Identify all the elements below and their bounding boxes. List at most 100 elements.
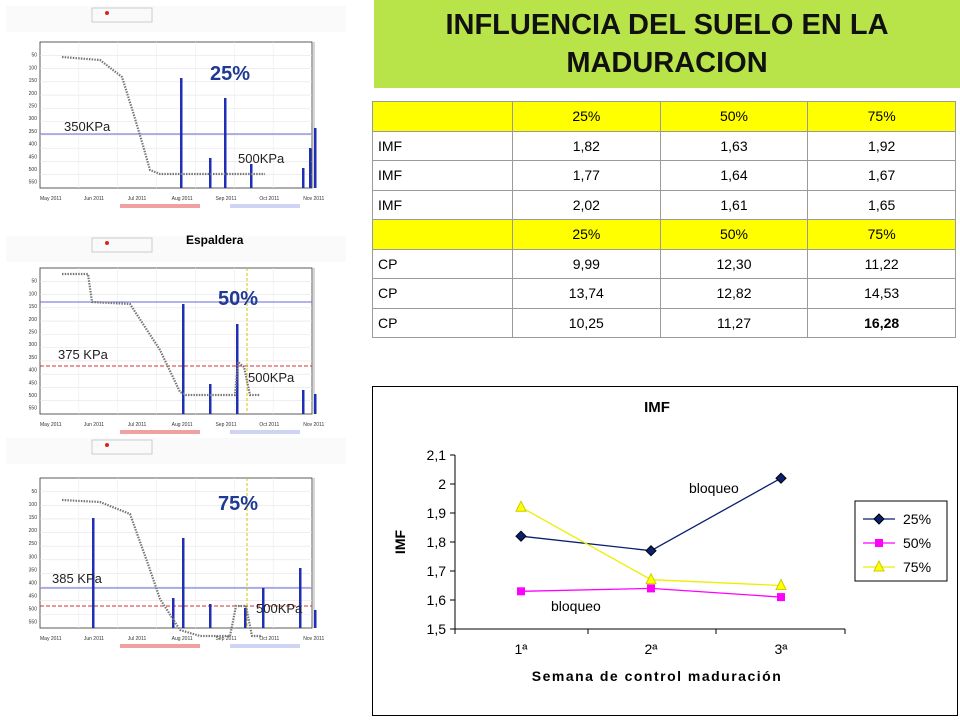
panel-footer-note (230, 430, 300, 434)
legend-label: 50% (903, 535, 931, 551)
legend-label: 75% (903, 559, 931, 575)
panel-header-legend (91, 439, 153, 455)
panel-month-label: May 2011 (40, 422, 62, 428)
panel-tension-curve (61, 498, 262, 638)
panel-tick-label: 200 (29, 317, 38, 323)
data-table: 25% 50% 75% IMF 1,82 1,63 1,92 IMF 1,77 … (372, 101, 956, 338)
panel-tick-label: 150 (29, 304, 38, 310)
panel-month-label: Sep 2011 (215, 196, 236, 202)
table-cell: 1,64 (659, 160, 809, 191)
table-cell: 1,65 (807, 189, 956, 220)
data-point-triangle (515, 500, 527, 512)
panel-right-kpa-label: 500KPa (238, 151, 285, 166)
table-row: CP 13,74 12,82 14,53 (372, 278, 956, 309)
tensiometer-panel-2: 50 100 150 200 250 300 350 400 450 500 550 May 2011… (6, 236, 346, 434)
panel-tick-label: 200 (29, 91, 38, 97)
legend-marker (875, 539, 883, 547)
annotation-label: bloqueo (689, 480, 739, 496)
panel-tick-label: 50 (31, 279, 37, 285)
y-tick-label: 1,9 (427, 505, 447, 521)
panel-header-dot (105, 241, 109, 245)
panel-footer-note (120, 644, 200, 648)
panel-rain-bar (302, 168, 305, 188)
panel-tick-label: 250 (29, 103, 38, 109)
panel-month-label: Sep 2011 (215, 636, 236, 642)
table-cell: 12,30 (659, 248, 809, 279)
table-cell: 1,67 (807, 160, 956, 191)
table-row: IMF 1,82 1,63 1,92 (372, 130, 956, 161)
legend-label: 25% (903, 511, 931, 527)
y-tick-label: 1,7 (427, 563, 447, 579)
panel-tick-label: 350 (29, 567, 38, 573)
panel-tick-label: 300 (29, 116, 38, 122)
table-cell: 11,22 (807, 248, 956, 279)
table-cell (372, 219, 513, 250)
panel-rain-bar (299, 568, 302, 628)
panel-month-label: Oct 2011 (259, 422, 279, 428)
panel-tick-label: 400 (29, 368, 38, 374)
panel-left-kpa-label: 350KPa (64, 119, 111, 134)
panel-tick-label: 450 (29, 154, 38, 160)
legend-marker (873, 559, 885, 572)
y-tick-label: 1,6 (427, 592, 447, 608)
table-cell: CP (372, 307, 513, 338)
data-point-diamond (645, 544, 657, 557)
x-tick-label: 1ª (515, 641, 529, 657)
panel-month-label: Jul 2011 (128, 636, 147, 642)
panel-tick-label: 100 (29, 502, 38, 508)
table-cell: 25% (512, 101, 661, 132)
panel-month-label: Jun 2011 (84, 636, 104, 642)
panel-rain-bar (209, 158, 212, 188)
panel-rain-bar (314, 128, 317, 188)
title-banner: INFLUENCIA DEL SUELO EN LA MADURACION (374, 0, 960, 88)
panel-tick-label: 450 (29, 380, 38, 386)
table-row: CP 10,25 11,27 16,28 (372, 307, 956, 338)
panel-tick-label: 350 (29, 355, 38, 361)
panel-left-kpa-label: 385 KPa (52, 571, 103, 586)
panel-tick-label: 400 (29, 580, 38, 586)
table-cell: 75% (807, 101, 956, 132)
panel-tick-label: 50 (31, 489, 37, 495)
panel-percent-label: 25% (210, 63, 250, 85)
series-line-diamond (520, 477, 782, 552)
panel-tick-label: 150 (29, 515, 38, 521)
panel-header-bg (6, 6, 346, 32)
panel-tick-label: 300 (29, 342, 38, 348)
panel-tick-label: 500 (29, 393, 38, 399)
panel-left-kpa-label: 375 KPa (58, 347, 109, 362)
panel-footer-note (230, 644, 300, 648)
panel-rain-bar (250, 164, 253, 188)
table-row: IMF 1,77 1,64 1,67 (372, 160, 956, 191)
panel-month-label: Aug 2011 (172, 196, 193, 202)
panel-rain-bar (302, 390, 305, 414)
annotation-label: bloqueo (551, 598, 601, 614)
table-cell: 11,27 (659, 307, 809, 338)
panel-plot-area (39, 477, 313, 629)
y-tick-label: 1,5 (427, 621, 447, 637)
panel-month-label: May 2011 (40, 196, 62, 202)
panel-right-kpa-label: 500KPa (248, 370, 295, 385)
table-cell: 13,74 (512, 278, 661, 309)
table-cell: 1,92 (807, 130, 956, 161)
table-cell: 75% (807, 219, 956, 250)
imf-chart-container: IMF 1,5 1,6 1,7 1,8 1,9 2 2,1 1ª 2ª 3ª Semana de co… (372, 386, 958, 716)
x-axis-title: Semana de control maduración (532, 668, 783, 684)
tensiometer-panel-1: 50 100 150 200 250 300 350 400 450 500 550 May 2011… (6, 6, 346, 208)
imf-line-chart: IMF 1,5 1,6 1,7 1,8 1,9 2 2,1 1ª 2ª 3ª Semana de co… (392, 399, 948, 684)
panel-month-label: Jul 2011 (128, 422, 147, 428)
table-cell: 1,77 (512, 160, 661, 191)
data-point-square (647, 584, 655, 593)
table-cell: 14,53 (807, 278, 956, 309)
table-cell: IMF (372, 160, 513, 191)
table-cell: 16,28 (807, 307, 956, 338)
table-cell: 12,82 (659, 278, 809, 309)
panel-tick-label: 50 (31, 53, 37, 59)
panel-footer-note (120, 204, 200, 208)
panel-tick-label: 100 (29, 65, 38, 71)
data-point-diamond (775, 472, 787, 484)
panel-rain-bar (172, 598, 175, 628)
panel-tick-label: 450 (29, 593, 38, 599)
panel-tick-label: 250 (29, 541, 38, 547)
table-cell: 1,63 (659, 130, 809, 161)
table-cell: CP (372, 248, 513, 279)
